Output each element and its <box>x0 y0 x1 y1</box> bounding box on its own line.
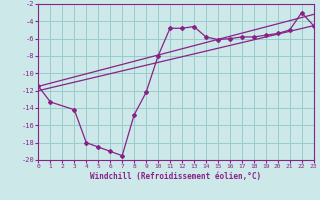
X-axis label: Windchill (Refroidissement éolien,°C): Windchill (Refroidissement éolien,°C) <box>91 172 261 181</box>
